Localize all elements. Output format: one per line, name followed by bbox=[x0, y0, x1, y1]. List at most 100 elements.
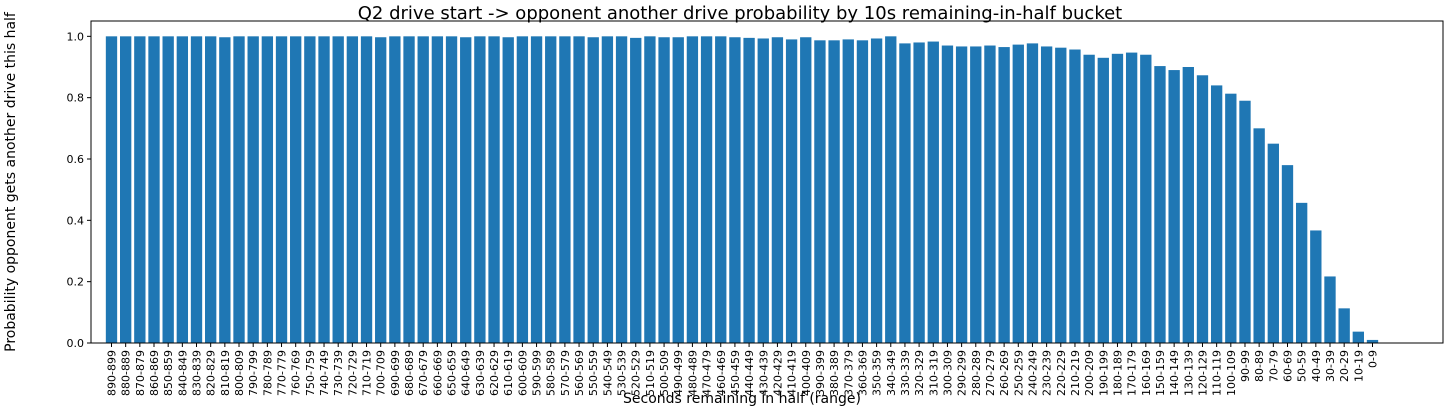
bar-180-189 bbox=[1111, 53, 1124, 344]
bar-230-239 bbox=[1040, 46, 1053, 343]
x-tick-label: 670-679 bbox=[417, 350, 430, 396]
bar-150-159 bbox=[1154, 66, 1166, 343]
x-tick-label: 840-849 bbox=[176, 350, 189, 396]
bar-480-489 bbox=[686, 36, 699, 343]
x-tick-label: 800-809 bbox=[233, 350, 246, 396]
bar-440-449 bbox=[743, 37, 755, 344]
bar-760-769 bbox=[290, 36, 302, 343]
x-tick-label: 290-299 bbox=[956, 350, 969, 396]
bar-490-499 bbox=[672, 37, 684, 343]
bar-520-529 bbox=[630, 37, 642, 344]
bar-130-139 bbox=[1182, 67, 1194, 343]
bar-210-219 bbox=[1069, 49, 1081, 344]
x-tick-label: 330-339 bbox=[899, 350, 912, 396]
x-tick-label: 780-789 bbox=[261, 350, 274, 396]
bar-140-149 bbox=[1168, 70, 1180, 343]
x-tick-label: 490-499 bbox=[672, 350, 685, 396]
bar-160-169 bbox=[1140, 54, 1152, 343]
x-tick-label: 180-189 bbox=[1111, 350, 1124, 396]
bar-250-259 bbox=[1012, 44, 1024, 344]
x-tick-label: 880-889 bbox=[120, 350, 133, 396]
bar-270-279 bbox=[984, 45, 996, 343]
bar-110-119 bbox=[1210, 85, 1223, 344]
x-tick-label: 460-469 bbox=[715, 350, 728, 396]
x-tick-label: 320-329 bbox=[913, 350, 926, 396]
x-tick-label: 610-619 bbox=[502, 350, 515, 396]
x-tick-label: 740-749 bbox=[318, 350, 331, 396]
bar-330-339 bbox=[899, 43, 911, 343]
x-tick-label: 420-429 bbox=[771, 350, 784, 396]
bar-710-719 bbox=[360, 36, 373, 343]
x-axis: 890-899 880-889 870-879 860-869 850-859 840-8… bbox=[106, 343, 1380, 396]
x-tick-label: 150-159 bbox=[1154, 350, 1167, 396]
bar-420-429 bbox=[771, 37, 784, 343]
bar-600-609 bbox=[516, 36, 529, 343]
bar-120-129 bbox=[1196, 75, 1209, 343]
x-tick-label: 30-39 bbox=[1324, 350, 1337, 382]
bar-290-299 bbox=[955, 46, 968, 343]
y-tick-label: 1.0 bbox=[67, 30, 85, 43]
y-tick-label: 0.4 bbox=[67, 214, 85, 227]
x-tick-label: 870-879 bbox=[134, 350, 147, 396]
y-axis-label: Probability opponent gets another drive … bbox=[3, 11, 19, 352]
x-tick-label: 10-19 bbox=[1352, 350, 1365, 382]
x-axis-label: Seconds remaining in half (range) bbox=[623, 391, 861, 407]
x-tick-label: 790-799 bbox=[247, 350, 260, 396]
bar-540-549 bbox=[601, 36, 614, 343]
x-tick-label: 110-119 bbox=[1211, 350, 1224, 396]
x-tick-label: 520-529 bbox=[630, 350, 643, 396]
bar-340-349 bbox=[885, 36, 897, 343]
x-tick-label: 650-659 bbox=[446, 350, 459, 396]
bar-730-739 bbox=[332, 36, 344, 343]
x-tick-label: 630-639 bbox=[474, 350, 487, 396]
bar-570-579 bbox=[559, 36, 571, 343]
x-tick-label: 890-899 bbox=[106, 350, 119, 396]
bar-200-209 bbox=[1083, 54, 1095, 343]
bar-590-599 bbox=[530, 36, 543, 343]
bar-650-659 bbox=[445, 36, 458, 343]
x-tick-label: 310-319 bbox=[927, 350, 940, 396]
x-tick-label: 270-279 bbox=[984, 350, 997, 396]
x-tick-label: 120-129 bbox=[1196, 350, 1209, 396]
bar-620-629 bbox=[488, 36, 500, 343]
x-tick-label: 140-149 bbox=[1168, 350, 1181, 396]
x-tick-label: 850-859 bbox=[162, 350, 175, 396]
x-tick-label: 730-739 bbox=[332, 350, 345, 396]
bar-260-269 bbox=[998, 47, 1010, 343]
bar-360-369 bbox=[856, 40, 869, 343]
bar-280-289 bbox=[970, 46, 982, 343]
x-tick-label: 590-599 bbox=[531, 350, 544, 396]
bar-510-519 bbox=[644, 36, 656, 343]
bar-470-479 bbox=[700, 36, 713, 343]
x-tick-label: 160-169 bbox=[1140, 350, 1153, 396]
x-tick-label: 260-269 bbox=[998, 350, 1011, 396]
x-tick-label: 170-179 bbox=[1126, 350, 1139, 396]
bar-690-699 bbox=[389, 36, 401, 343]
x-tick-label: 700-709 bbox=[375, 350, 388, 396]
bar-680-689 bbox=[403, 36, 415, 343]
bar-850-859 bbox=[162, 36, 174, 343]
x-tick-label: 100-109 bbox=[1225, 350, 1238, 396]
bar-790-799 bbox=[247, 36, 259, 343]
bars-group bbox=[105, 36, 1379, 344]
x-tick-label: 830-839 bbox=[191, 350, 204, 396]
bar-80-89 bbox=[1253, 128, 1265, 343]
y-axis: 0.0 0.2 0.4 0.6 0.8 1.0 bbox=[67, 30, 91, 350]
bar-640-649 bbox=[460, 37, 472, 343]
x-tick-label: 750-759 bbox=[304, 350, 317, 396]
bar-830-839 bbox=[190, 36, 203, 343]
x-tick-label: 190-199 bbox=[1097, 350, 1110, 396]
x-tick-label: 470-479 bbox=[701, 350, 714, 396]
bar-370-379 bbox=[842, 39, 854, 344]
bar-220-229 bbox=[1055, 47, 1067, 344]
x-tick-label: 380-389 bbox=[828, 350, 841, 396]
x-tick-label: 500-509 bbox=[658, 350, 671, 396]
x-tick-label: 210-219 bbox=[1069, 350, 1082, 396]
bar-530-539 bbox=[615, 36, 628, 343]
bar-60-69 bbox=[1281, 165, 1294, 343]
x-tick-label: 580-589 bbox=[545, 350, 558, 396]
bar-10-19 bbox=[1352, 331, 1364, 343]
bar-720-729 bbox=[346, 36, 359, 343]
x-tick-label: 220-229 bbox=[1055, 350, 1068, 396]
